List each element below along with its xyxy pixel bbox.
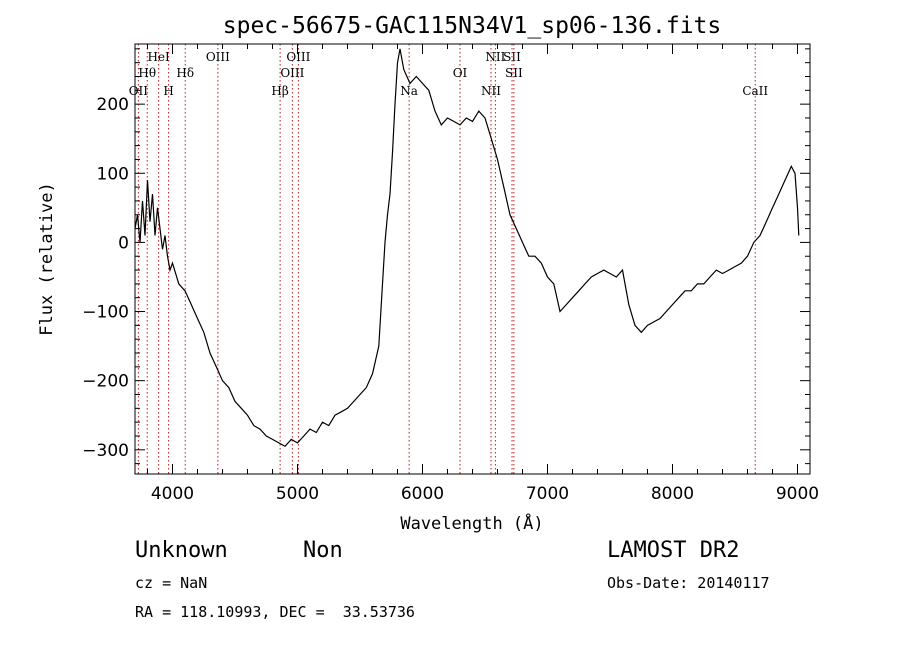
- observation-date: Obs-Date: 20140117: [607, 574, 770, 592]
- line-marker-label: OIII: [280, 66, 304, 80]
- y-tick-label: 100: [97, 164, 129, 184]
- line-marker-label: CaII: [742, 84, 768, 98]
- line-marker-label: H: [163, 84, 173, 98]
- y-axis: −300 −200 −100 0 100 200: [82, 48, 810, 465]
- line-marker-label: OIII: [206, 50, 230, 64]
- y-tick-label: −200: [82, 372, 129, 392]
- line-marker-label: HeI: [147, 50, 170, 64]
- line-marker-label: Na: [400, 84, 418, 98]
- emission-line-markers: OIIHθHeIHHδOIIIHβOIIIOIIINaOINIINIISIISI…: [129, 44, 768, 474]
- x-tick-label: 4000: [151, 484, 194, 504]
- line-marker-label: OII: [129, 84, 149, 98]
- y-tick-label: −300: [82, 441, 129, 461]
- y-tick-label: −100: [82, 303, 129, 323]
- x-axis: 4000 5000 6000 7000 8000 9000: [147, 44, 819, 504]
- y-axis-label: Flux (relative): [37, 182, 57, 336]
- y-tick-label: 200: [97, 95, 129, 115]
- spectrum-line: [134, 48, 800, 448]
- x-tick-label: 8000: [651, 484, 694, 504]
- redshift-value: cz = NaN: [135, 574, 208, 592]
- line-marker-label: SII: [505, 66, 523, 80]
- survey-name: LAMOST DR2: [607, 538, 740, 563]
- spectrum-chart: spec-56675-GAC115N34V1_sp06-136.fits OII…: [37, 13, 819, 534]
- line-marker-label: Hθ: [138, 66, 156, 80]
- y-tick-label: 0: [118, 233, 129, 253]
- x-tick-label: 6000: [401, 484, 444, 504]
- line-marker-label: Hδ: [176, 66, 194, 80]
- line-marker-label: SII: [503, 50, 521, 64]
- spectrum-class: Unknown: [135, 538, 228, 563]
- line-marker-label: OI: [453, 66, 468, 80]
- line-marker-label: OIII: [286, 50, 310, 64]
- plot-frame: [134, 43, 811, 475]
- line-marker-label: Hβ: [271, 84, 288, 98]
- x-tick-label: 9000: [776, 484, 819, 504]
- x-tick-label: 5000: [276, 484, 319, 504]
- chart-title: spec-56675-GAC115N34V1_sp06-136.fits: [223, 13, 722, 39]
- coordinates: RA = 118.10993, DEC = 33.53736: [135, 603, 415, 621]
- line-marker-label: NII: [481, 84, 501, 98]
- x-tick-label: 7000: [526, 484, 569, 504]
- x-axis-label: Wavelength (Å): [400, 512, 543, 534]
- line-marker-label: NII: [485, 50, 505, 64]
- spectrum-subclass: Non: [303, 538, 343, 563]
